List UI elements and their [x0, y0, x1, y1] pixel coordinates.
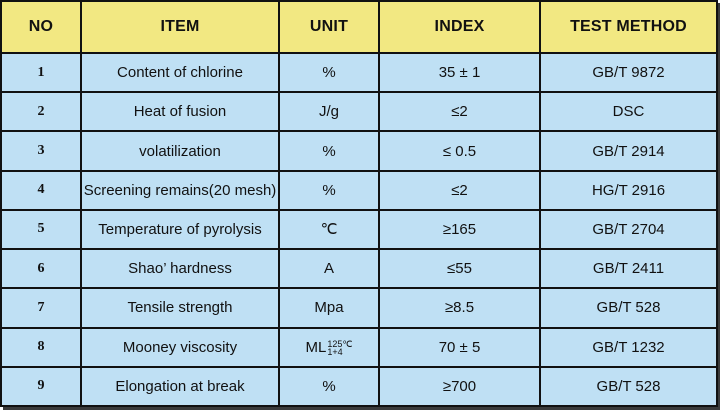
header-no: NO [0, 0, 82, 54]
unit-text: ML [305, 338, 327, 356]
row-test-method: GB/T 9872 [539, 51, 718, 94]
row-unit: A [278, 248, 380, 290]
header-unit: UNIT [278, 0, 380, 54]
table-body: 1 Content of chlorine % 35 ± 1 GB/T 9872… [0, 51, 718, 408]
unit-superscript: 125℃ [327, 338, 353, 349]
row-unit: ℃ [278, 208, 380, 251]
row-number: 4 [0, 169, 82, 211]
row-unit: % [278, 169, 380, 211]
row-number: 3 [0, 130, 82, 172]
row-item: Mooney viscosity [80, 326, 280, 368]
row-item: Shao’ hardness [80, 248, 280, 290]
row-item: Elongation at break [80, 365, 280, 408]
row-number: 6 [0, 248, 82, 290]
row-number: 7 [0, 287, 82, 329]
header-row: NO ITEM UNIT INDEX TEST METHOD [0, 0, 718, 54]
row-test-method: GB/T 2704 [539, 208, 718, 251]
table-row: 6 Shao’ hardness A ≤55 GB/T 2411 [0, 248, 718, 290]
row-number: 1 [0, 51, 82, 94]
row-unit: Mpa [278, 287, 380, 329]
row-item: volatilization [80, 130, 280, 172]
table-row: 5 Temperature of pyrolysis ℃ ≥165 GB/T 2… [0, 208, 718, 251]
row-unit: % [278, 365, 380, 408]
row-test-method: DSC [539, 91, 718, 133]
row-unit: % [278, 51, 380, 94]
row-index: ≥8.5 [378, 287, 541, 329]
unit-sub-sup: 125℃ 1+4 [327, 338, 353, 357]
table-row: 4 Screening remains(20 mesh) % ≤2 HG/T 2… [0, 169, 718, 211]
row-test-method: GB/T 2411 [539, 248, 718, 290]
row-index: ≤2 [378, 169, 541, 211]
row-test-method: GB/T 528 [539, 287, 718, 329]
row-item: Screening remains(20 mesh) [80, 169, 280, 211]
row-index: ≥165 [378, 208, 541, 251]
row-unit: % [278, 130, 380, 172]
row-item: Temperature of pyrolysis [80, 208, 280, 251]
row-unit: J/g [278, 91, 380, 133]
header-test-method: TEST METHOD [539, 0, 718, 54]
row-index: 70 ± 5 [378, 326, 541, 368]
row-test-method: GB/T 528 [539, 365, 718, 408]
row-index: 35 ± 1 [378, 51, 541, 94]
table-row: 9 Elongation at break % ≥700 GB/T 528 [0, 365, 718, 408]
row-index: ≥700 [378, 365, 541, 408]
row-test-method: GB/T 2914 [539, 130, 718, 172]
table-row: 1 Content of chlorine % 35 ± 1 GB/T 9872 [0, 51, 718, 94]
row-number: 2 [0, 91, 82, 133]
row-index: ≤ 0.5 [378, 130, 541, 172]
table-row: 3 volatilization % ≤ 0.5 GB/T 2914 [0, 130, 718, 172]
row-number: 5 [0, 208, 82, 251]
row-test-method: GB/T 1232 [539, 326, 718, 368]
row-index: ≤55 [378, 248, 541, 290]
row-item: Content of chlorine [80, 51, 280, 94]
row-unit: ML 125℃ 1+4 [278, 326, 380, 368]
row-number: 8 [0, 326, 82, 368]
table-row: 8 Mooney viscosity ML 125℃ 1+4 70 ± 5 GB/T… [0, 326, 718, 368]
row-item: Tensile strength [80, 287, 280, 329]
row-test-method: HG/T 2916 [539, 169, 718, 211]
table-header: NO ITEM UNIT INDEX TEST METHOD [0, 0, 718, 54]
header-item: ITEM [80, 0, 280, 54]
header-index: INDEX [378, 0, 541, 54]
row-index: ≤2 [378, 91, 541, 133]
table-row: 7 Tensile strength Mpa ≥8.5 GB/T 528 [0, 287, 718, 329]
row-number: 9 [0, 365, 82, 408]
table-row: 2 Heat of fusion J/g ≤2 DSC [0, 91, 718, 133]
unit-subscript: 1+4 [327, 346, 343, 357]
row-item: Heat of fusion [80, 91, 280, 133]
